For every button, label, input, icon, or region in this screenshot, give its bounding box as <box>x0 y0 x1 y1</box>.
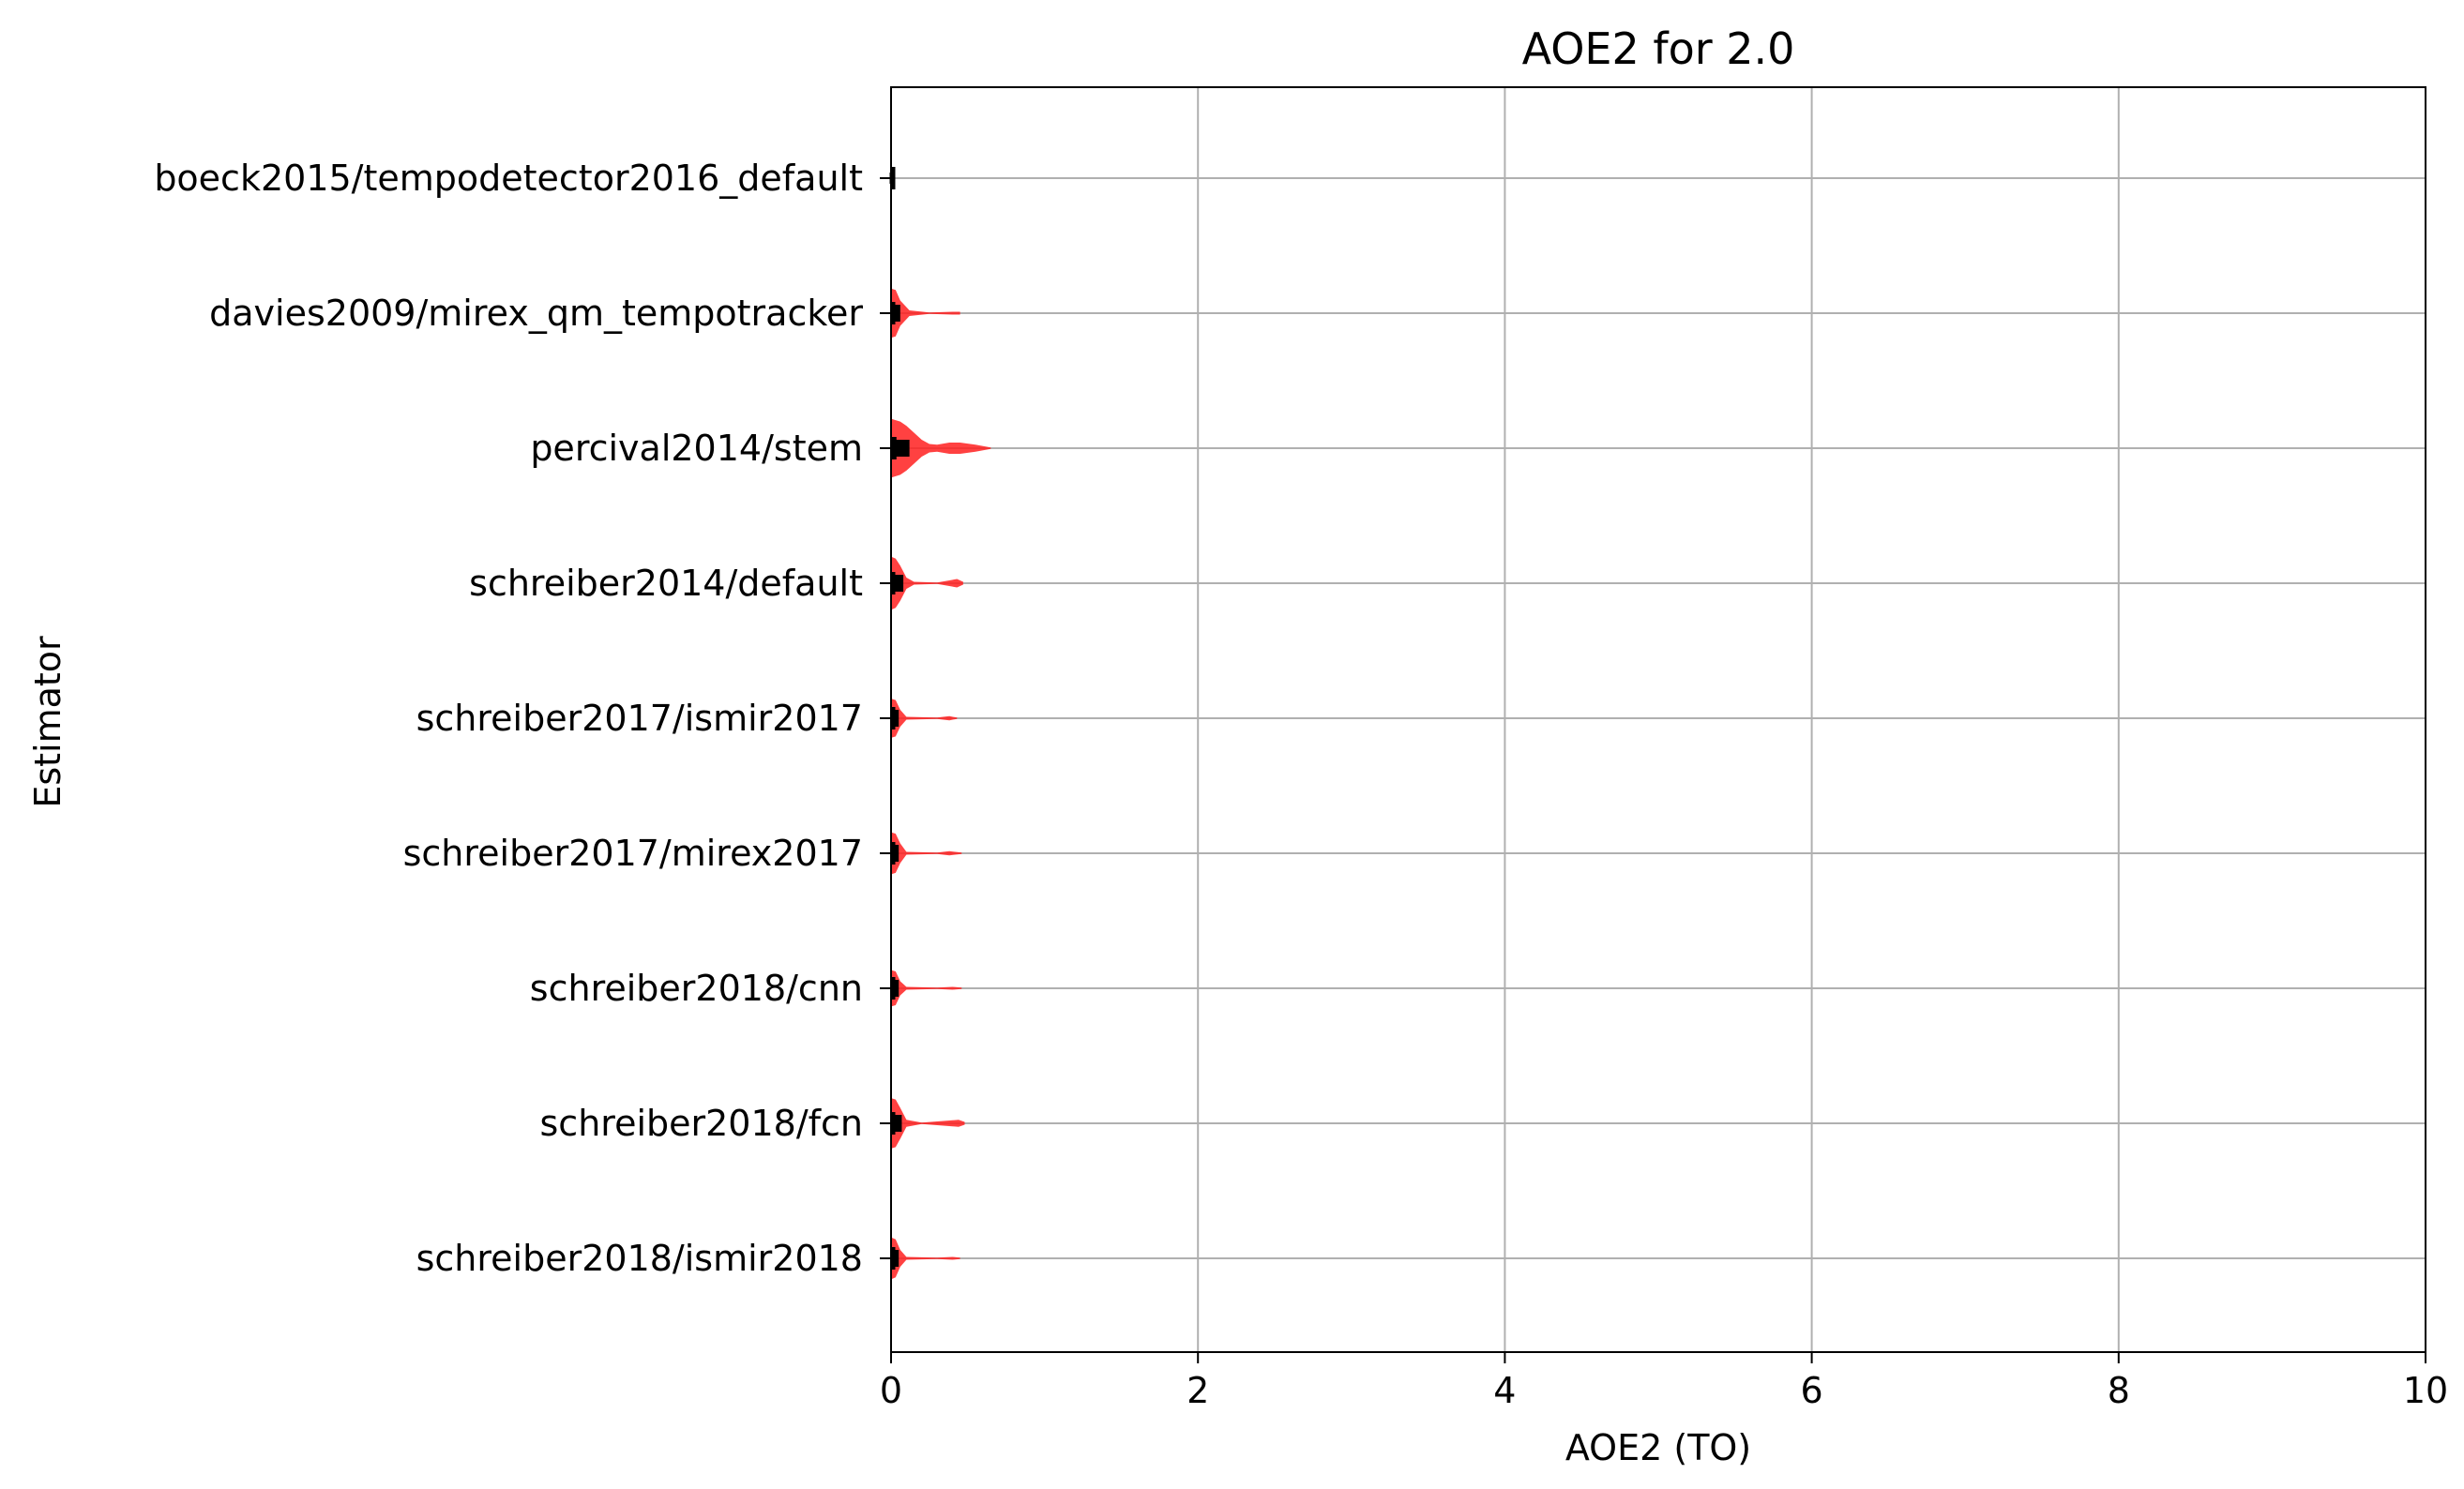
violin-layer <box>889 167 991 1280</box>
x-tick-label: 10 <box>2403 1370 2448 1411</box>
x-axis-label: AOE2 (TO) <box>1565 1427 1751 1468</box>
x-axis: 0 2 4 6 8 10 <box>880 1352 2448 1411</box>
y-tick-label: schreiber2018/fcn <box>540 1103 864 1144</box>
x-tick-label: 8 <box>2108 1370 2130 1411</box>
violin-body <box>891 556 963 610</box>
y-tick-label: schreiber2018/ismir2018 <box>416 1238 863 1279</box>
x-tick-label: 6 <box>1801 1370 1823 1411</box>
y-tick-label: schreiber2017/ismir2017 <box>416 698 863 739</box>
x-tick-label: 2 <box>1187 1370 1209 1411</box>
y-axis: boeck2015/tempodetector2016_defaultdavie… <box>154 158 891 1279</box>
x-tick-label: 0 <box>880 1370 902 1411</box>
violin-body <box>891 288 960 338</box>
y-tick-label: boeck2015/tempodetector2016_default <box>154 158 863 199</box>
violin-body <box>891 418 991 478</box>
violin-body <box>891 832 962 875</box>
y-tick-label: percival2014/stem <box>530 428 863 469</box>
y-tick-label: davies2009/mirex_qm_tempotracker <box>209 293 863 334</box>
y-axis-label: Estimator <box>27 636 68 808</box>
violin-body <box>891 970 962 1007</box>
y-tick-label: schreiber2017/mirex2017 <box>403 833 863 874</box>
y-tick-label: schreiber2014/default <box>469 563 863 604</box>
violin-body <box>891 1098 965 1149</box>
chart-title: AOE2 for 2.0 <box>1522 23 1795 74</box>
grid-layer <box>890 87 2426 1352</box>
violin-body <box>891 699 958 738</box>
plot-area-frame <box>890 86 2426 1353</box>
y-tick-label: schreiber2018/cnn <box>530 968 863 1009</box>
x-tick-label: 4 <box>1493 1370 1516 1411</box>
violin-body <box>891 1237 960 1280</box>
violin-iqr-box <box>894 440 910 457</box>
